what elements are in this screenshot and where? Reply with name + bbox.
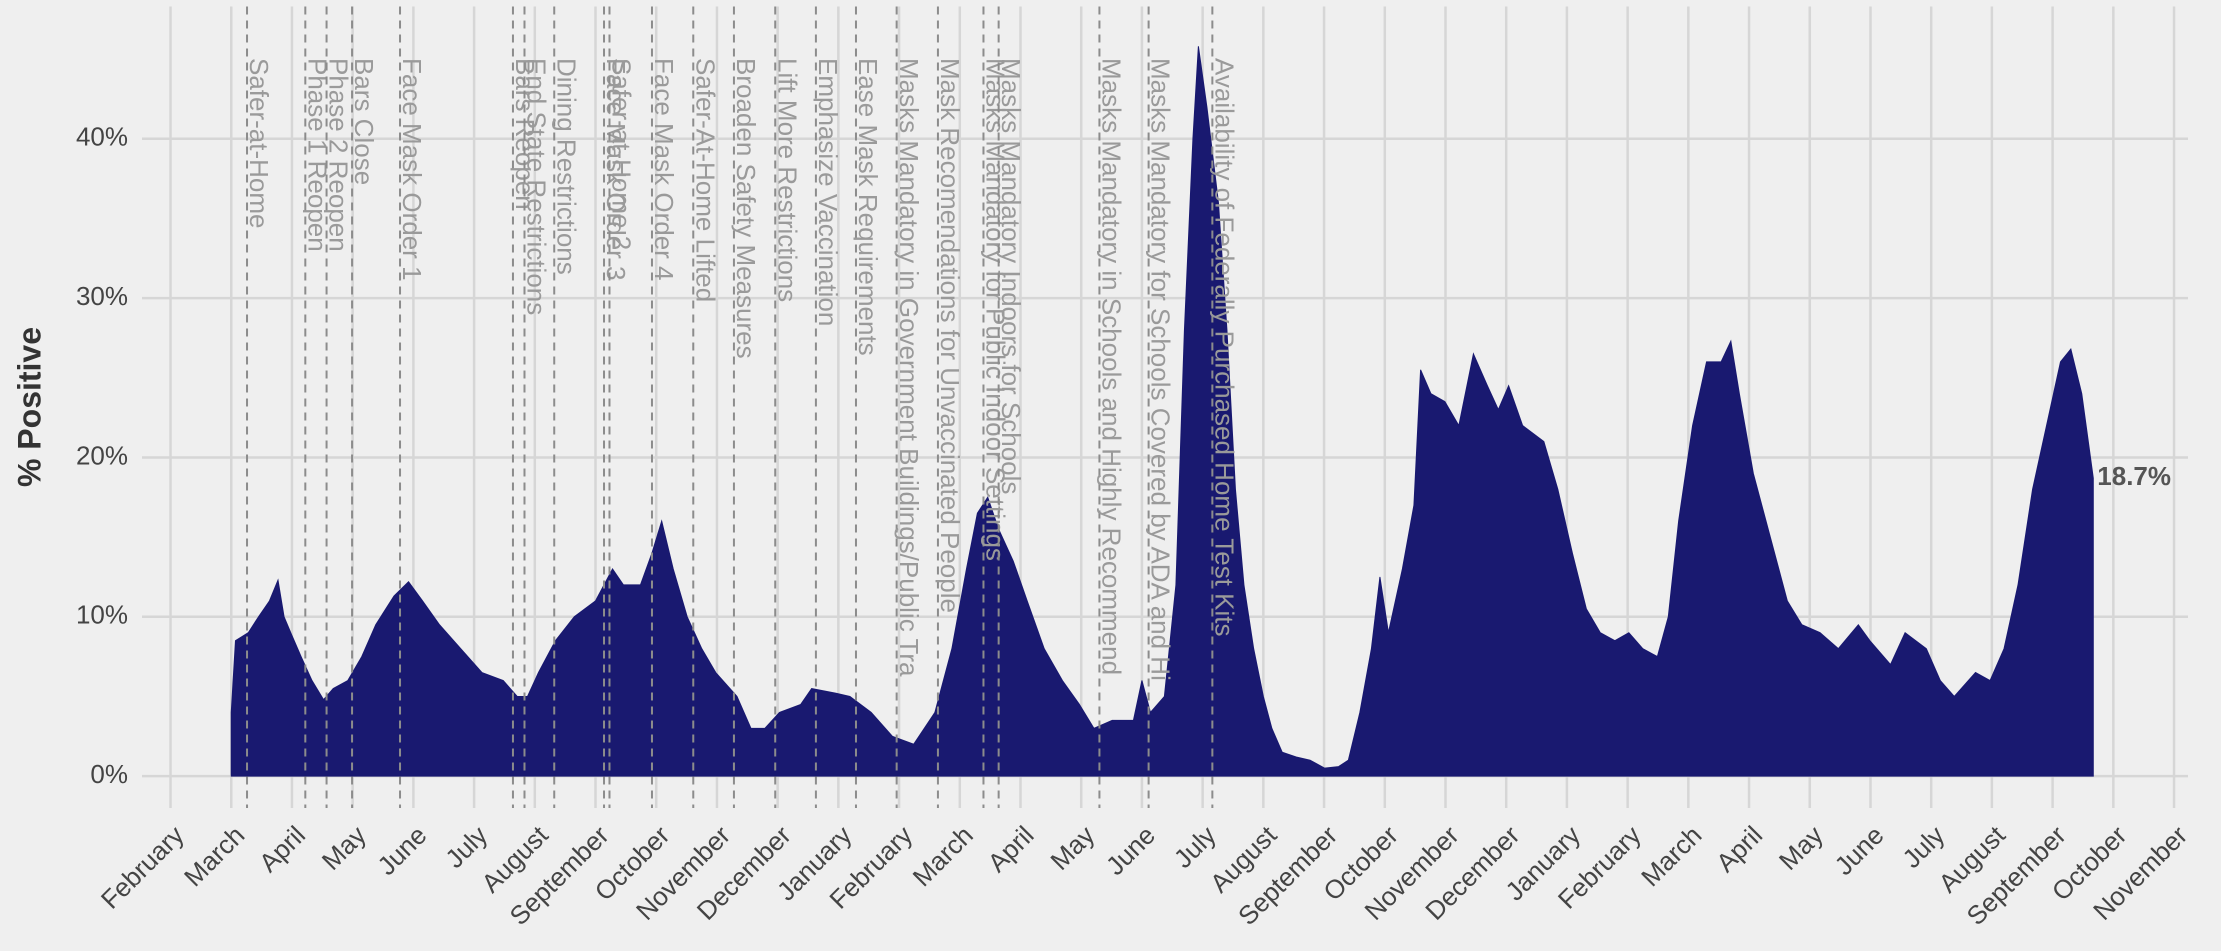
event-label: Emphasize Vaccination (813, 58, 843, 326)
event-label: Ease Mask Requirements (853, 58, 883, 356)
y-tick-label: 0% (90, 759, 128, 789)
event-label: Phase 2 Reopen (324, 58, 354, 252)
data-label: 18.7% (2097, 461, 2171, 491)
y-axis-label: % Positive (11, 327, 47, 487)
event-label: Safer-At-Home Lifted (690, 58, 720, 302)
y-tick-label: 40% (76, 122, 128, 152)
event-label: Availability of Federally Purchased Home… (1209, 58, 1239, 637)
event-label: Face Mask Order 3 (601, 58, 631, 281)
y-tick-label: 10% (76, 600, 128, 630)
y-tick-label: 20% (76, 440, 128, 470)
area (230, 46, 2094, 777)
event-label: Safer-at-Home (244, 58, 274, 229)
event-label: Bars Close (349, 58, 379, 185)
event-label: Dining Restrictions (551, 58, 581, 275)
event-label: Masks Mandatory in Schools and Highly Re… (1097, 58, 1127, 675)
event-label: End State Restrictions (522, 58, 552, 315)
event-label: Masks Mandatory in Government Buildings/… (894, 58, 924, 677)
event-label: Face Mask Order 4 (649, 58, 679, 281)
event-label: Lift More Restrictions (772, 58, 802, 302)
event-label: Face Mask Order 1 (397, 58, 427, 281)
event-label: Mask Recomendations for Unvaccinated Peo… (935, 58, 965, 613)
event-label: Masks Mandatory Indoors for Schools (996, 58, 1026, 494)
event-label: Masks Mandatory for Schools Covered by A… (1146, 58, 1176, 681)
y-tick-label: 30% (76, 281, 128, 311)
event-label: Masks Mandatory for Public Indoor Settin… (981, 58, 1011, 561)
event-label: Broaden Safety Measures (731, 58, 761, 359)
event-label: Safer-at-Home 2 (607, 58, 637, 250)
